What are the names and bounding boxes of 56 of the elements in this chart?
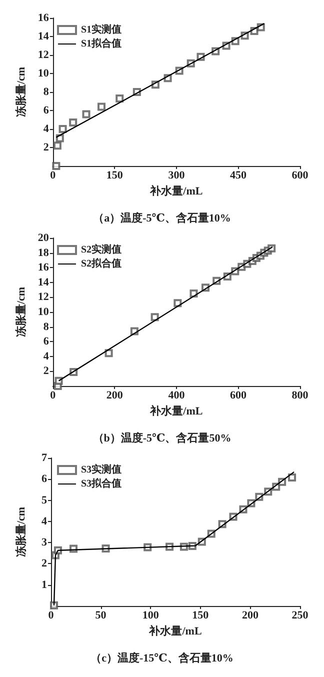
text: （a）温度-5℃、含石量10% [93,212,231,224]
y-tick-label: 1 [42,578,47,591]
y-tick-label: 8 [43,320,50,333]
legend-label: S1拟合值 [81,38,122,50]
y-tick-label: 16 [38,12,50,24]
x-axis-title: 补水量/mL [148,624,202,638]
y-tick-label: 2 [43,142,50,154]
y-tick-label: 8 [43,86,50,98]
y-tick-label: 6 [42,473,48,486]
y-tick-label: 14 [38,30,50,42]
y-tick-label: 10 [38,306,50,318]
y-tick-label: 10 [38,68,50,80]
text: （b）温度-5℃、含石量50% [92,432,232,444]
x-axis-title: 补水量/mL [149,404,203,418]
x-tick-label: 150 [106,170,124,182]
y-tick-label: 6 [43,104,50,116]
y-tick-label: 2 [42,558,48,570]
x-tick-label: 300 [168,170,186,182]
y-tick-label: 18 [38,246,50,259]
y-tick-label: 16 [38,262,50,274]
x-tick-label: 600 [292,170,309,182]
x-tick-label: 400 [168,390,186,402]
x-tick-label: 600 [230,390,247,402]
y-tick-label: 3 [42,536,48,549]
y-tick-label: 12 [38,291,50,304]
x-tick-label: 50 [95,610,107,622]
y-tick-label: 2 [43,365,50,378]
y-tick-label: 14 [38,276,50,288]
legend-label: S1实测值 [81,24,122,36]
y-tick-label: 12 [38,49,50,61]
x-axis-title: 补水量/mL [149,184,203,198]
x-tick-label: 450 [230,170,247,182]
y-tick-label: 7 [42,452,48,464]
legend-label: S3拟合值 [81,478,122,490]
x-tick-label: 0 [50,390,56,402]
y-tick-label: 20 [38,232,50,244]
y-tick-label: 4 [43,123,50,135]
x-tick-label: 0 [50,170,56,182]
y-axis-title: 冻胀量/cm [14,66,28,118]
x-tick-label: 0 [48,610,54,622]
x-tick-label: 200 [106,390,124,402]
legend-label: S3实测值 [81,464,122,476]
x-tick-label: 150 [192,610,210,622]
y-axis-title: 冻胀量/cm [14,286,28,338]
y-tick-label: 5 [42,494,48,506]
text: （c）温度-15℃、含石量10% [90,652,234,664]
legend-label: S2拟合值 [81,258,122,270]
y-tick-label: 4 [42,515,48,528]
x-tick-label: 100 [142,610,160,622]
y-tick-label: 6 [43,336,50,348]
x-tick-label: 200 [242,610,259,622]
legend-label: S2实测值 [81,244,122,256]
x-tick-label: 250 [292,610,309,622]
y-axis-title: 冻胀量/cm [14,506,28,558]
y-tick-label: 4 [43,350,50,362]
x-tick-label: 800 [292,390,309,402]
